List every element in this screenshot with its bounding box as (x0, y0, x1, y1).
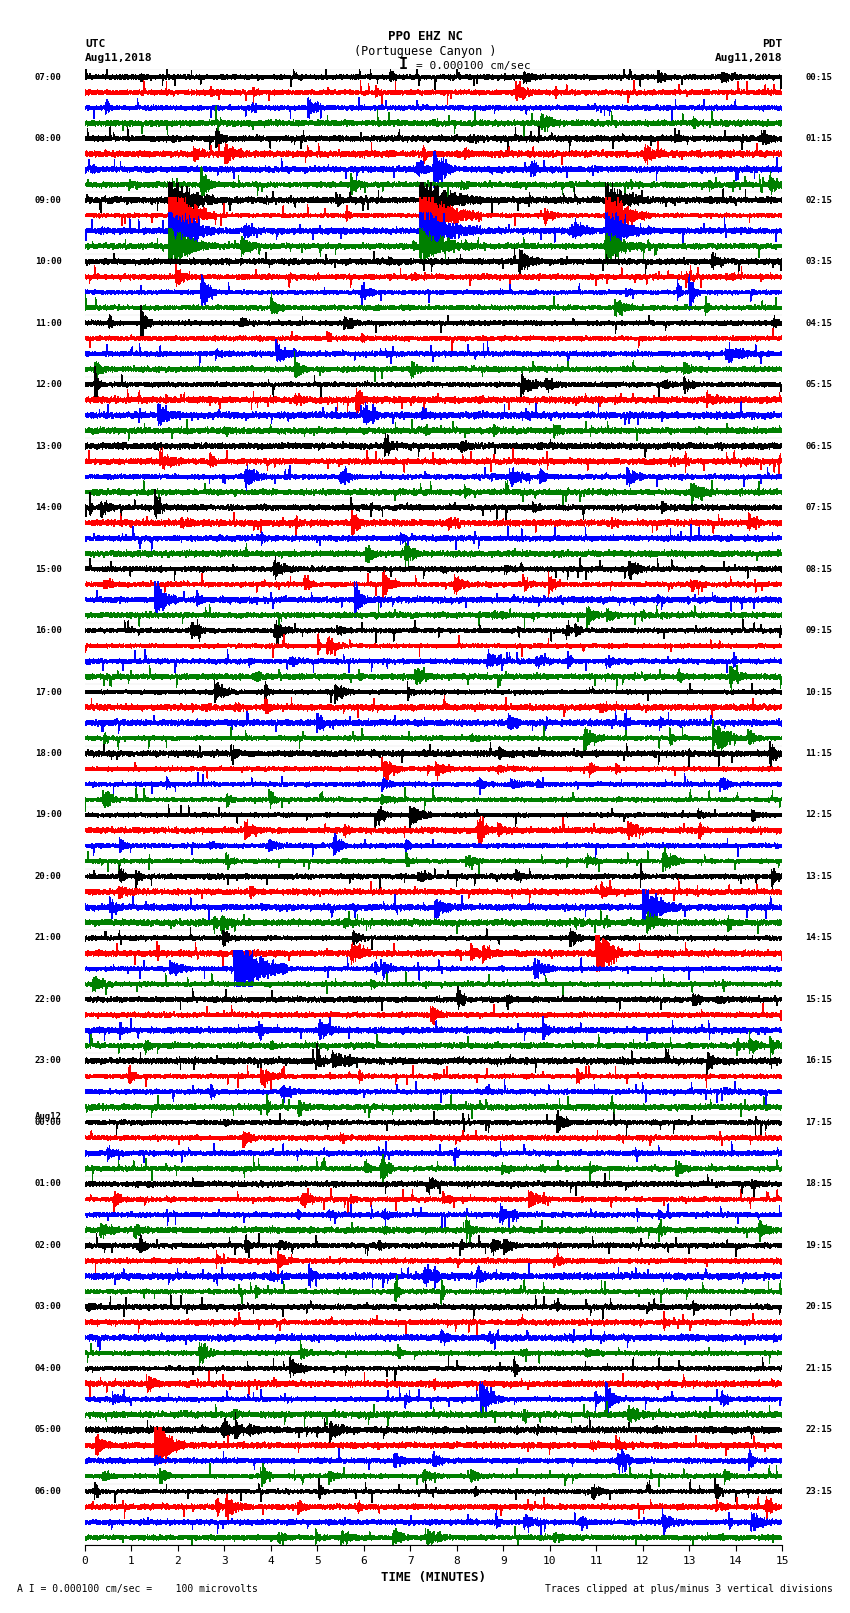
Text: 03:15: 03:15 (805, 256, 832, 266)
Text: PDT: PDT (762, 39, 782, 48)
Text: 15:15: 15:15 (805, 995, 832, 1003)
Text: 04:15: 04:15 (805, 318, 832, 327)
Text: 06:00: 06:00 (35, 1487, 62, 1495)
Text: 01:00: 01:00 (35, 1179, 62, 1189)
Text: 02:15: 02:15 (805, 195, 832, 205)
Text: 19:00: 19:00 (35, 810, 62, 819)
Text: 21:00: 21:00 (35, 934, 62, 942)
Text: 18:00: 18:00 (35, 748, 62, 758)
Text: 07:00: 07:00 (35, 73, 62, 82)
Text: 04:00: 04:00 (35, 1365, 62, 1373)
Text: 05:15: 05:15 (805, 381, 832, 389)
Text: 20:15: 20:15 (805, 1302, 832, 1311)
Text: 15:00: 15:00 (35, 565, 62, 574)
Text: A I = 0.000100 cm/sec =    100 microvolts: A I = 0.000100 cm/sec = 100 microvolts (17, 1584, 258, 1594)
Text: 13:15: 13:15 (805, 873, 832, 881)
X-axis label: TIME (MINUTES): TIME (MINUTES) (381, 1571, 486, 1584)
Text: Aug12: Aug12 (35, 1111, 62, 1121)
Text: 18:15: 18:15 (805, 1179, 832, 1189)
Text: Traces clipped at plus/minus 3 vertical divisions: Traces clipped at plus/minus 3 vertical … (545, 1584, 833, 1594)
Text: 16:00: 16:00 (35, 626, 62, 636)
Text: 13:00: 13:00 (35, 442, 62, 450)
Text: 00:00: 00:00 (35, 1118, 62, 1127)
Text: 10:15: 10:15 (805, 687, 832, 697)
Text: 14:15: 14:15 (805, 934, 832, 942)
Text: 09:15: 09:15 (805, 626, 832, 636)
Text: 02:00: 02:00 (35, 1240, 62, 1250)
Text: 11:15: 11:15 (805, 748, 832, 758)
Text: Aug11,2018: Aug11,2018 (715, 53, 782, 63)
Text: 23:00: 23:00 (35, 1057, 62, 1066)
Text: 08:15: 08:15 (805, 565, 832, 574)
Text: 20:00: 20:00 (35, 873, 62, 881)
Text: 21:15: 21:15 (805, 1365, 832, 1373)
Text: 09:00: 09:00 (35, 195, 62, 205)
Text: 06:15: 06:15 (805, 442, 832, 450)
Text: 17:15: 17:15 (805, 1118, 832, 1127)
Text: 17:00: 17:00 (35, 687, 62, 697)
Text: PPO EHZ NC: PPO EHZ NC (388, 31, 462, 44)
Text: 10:00: 10:00 (35, 256, 62, 266)
Text: 14:00: 14:00 (35, 503, 62, 511)
Text: 07:15: 07:15 (805, 503, 832, 511)
Text: 12:15: 12:15 (805, 810, 832, 819)
Text: (Portuguese Canyon ): (Portuguese Canyon ) (354, 45, 496, 58)
Text: 05:00: 05:00 (35, 1426, 62, 1434)
Text: 08:00: 08:00 (35, 134, 62, 144)
Text: 12:00: 12:00 (35, 381, 62, 389)
Text: = 0.000100 cm/sec: = 0.000100 cm/sec (416, 61, 531, 71)
Text: 01:15: 01:15 (805, 134, 832, 144)
Text: UTC: UTC (85, 39, 105, 48)
Text: 23:15: 23:15 (805, 1487, 832, 1495)
Text: 22:15: 22:15 (805, 1426, 832, 1434)
Text: 16:15: 16:15 (805, 1057, 832, 1066)
Text: 11:00: 11:00 (35, 318, 62, 327)
Text: I: I (400, 58, 408, 73)
Text: 03:00: 03:00 (35, 1302, 62, 1311)
Text: Aug11,2018: Aug11,2018 (85, 53, 152, 63)
Text: 00:15: 00:15 (805, 73, 832, 82)
Text: 19:15: 19:15 (805, 1240, 832, 1250)
Text: 22:00: 22:00 (35, 995, 62, 1003)
